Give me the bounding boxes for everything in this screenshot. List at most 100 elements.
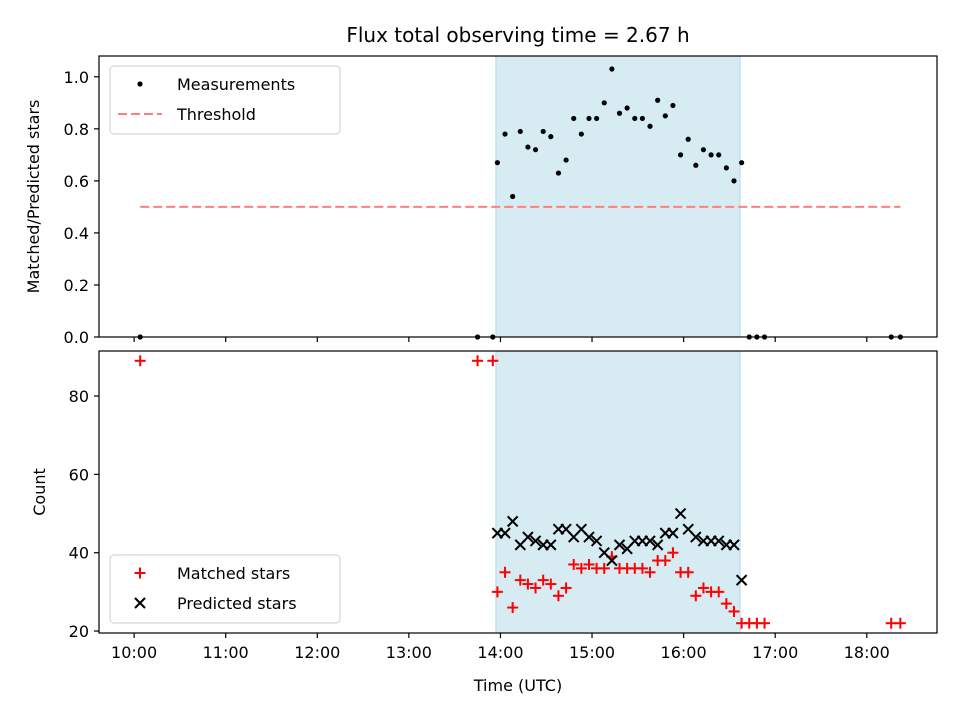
predicted-star-stroke [690,531,702,543]
measurement-point [540,128,546,135]
measurement-point [578,131,584,137]
matched-star-point [552,590,564,602]
predicted-star-point [644,535,656,547]
predicted-star-stroke [644,535,656,547]
x-tick-label: 15:00 [569,643,615,662]
matched-star-point [499,566,511,578]
measurement-point [555,170,562,176]
predicted-star-point [690,531,702,543]
y-tick-label: 0.0 [64,328,89,347]
matched-star-point [522,578,534,590]
predicted-star-stroke [713,535,725,547]
matched-star-point [759,617,771,629]
x-tick-label: 17:00 [752,643,798,662]
legend-label: Predicted stars [177,594,297,613]
measurement-point [517,128,523,135]
predicted-star-point [529,535,542,547]
y-tick-label: 20 [69,622,89,641]
matched-star-point [472,355,484,367]
matched-star-point [667,547,679,559]
matched-star-point [690,590,702,602]
x-tick-label: 18:00 [844,643,890,662]
y-tick-label: 0.2 [64,276,89,295]
predicted-star-stroke [522,531,534,543]
measurement-point [700,147,707,153]
legend: Measurements Threshold [109,65,341,135]
measurement-point [708,152,714,158]
matched-star-point [720,598,732,610]
measurement-point [494,160,500,166]
x-tick-label: 13:00 [386,643,432,662]
matched-star-point [487,355,499,367]
matched-star-point [636,562,648,574]
measurement-point [616,110,623,116]
matched-star-point [134,355,146,367]
measurement-point [639,115,646,122]
predicted-star-point [606,554,618,567]
y-tick-label: 40 [69,544,89,563]
legend-label: Threshold [176,105,256,124]
predicted-star-point [674,507,687,520]
measurement-point [739,160,745,166]
legend-matched-swatch [134,567,146,579]
measurement-point [693,162,699,168]
matched-star-point [598,562,610,574]
legend-label: Measurements [177,75,295,94]
y-axis-label: Matched/Predicted stars [24,100,43,294]
matched-star-point [728,605,740,617]
y-tick-label: 0.4 [64,224,89,243]
measurement-point [632,115,638,122]
measurement-point [662,113,668,119]
measurement-point [525,144,531,150]
measurement-point [670,102,676,109]
measurement-point [502,131,508,137]
x-tick-label: 11:00 [203,643,249,662]
predicted-star-stroke [583,531,595,543]
measurement-point [594,115,600,122]
predicted-star-stroke [674,507,687,520]
matched-star-point [682,566,694,578]
measurement-point [571,115,577,122]
measurement-point [609,66,615,72]
measurement-point [510,193,516,200]
matched-star-point [514,574,526,586]
measurement-point [624,105,630,111]
predicted-star-point [735,574,748,586]
matched-star-point [568,558,580,570]
matched-star-point [644,566,656,578]
predicted-star-point [667,527,679,539]
predicted-star-point [522,531,534,543]
predicted-star-stroke [575,523,588,535]
measurement-point [532,147,539,153]
measurement-point [586,115,592,122]
y-tick-label: 1.0 [64,68,89,87]
matched-star-point [507,602,519,614]
y-tick-label: 60 [69,465,89,484]
series-matched-stars [134,355,906,629]
matched-star-point [530,582,542,594]
series-measurements [137,66,903,340]
predicted-star-point [506,515,519,528]
predicted-star-stroke [506,515,519,528]
x-tick-label: 10:00 [111,643,157,662]
predicted-star-stroke [529,535,542,547]
observing-window-band [495,55,741,338]
matched-star-point [560,582,572,594]
legend-predicted-swatch [134,597,146,609]
matched-star-point [697,582,709,594]
predicted-star-point [583,531,595,543]
measurement-point [647,123,653,129]
predicted-star-point [651,539,664,551]
predicted-star-stroke [728,539,740,551]
x-axis-label: Time (UTC) [473,676,562,695]
plot-frame [98,55,938,338]
measurement-point [548,134,554,140]
predicted-star-point [590,535,603,547]
predicted-star-point [545,539,557,551]
predicted-star-stroke [613,539,626,551]
predicted-star-stroke [682,523,694,535]
legend: Matched stars Predicted stars [109,554,341,624]
legend-box [109,65,341,135]
x-tick-label: 14:00 [477,643,523,662]
